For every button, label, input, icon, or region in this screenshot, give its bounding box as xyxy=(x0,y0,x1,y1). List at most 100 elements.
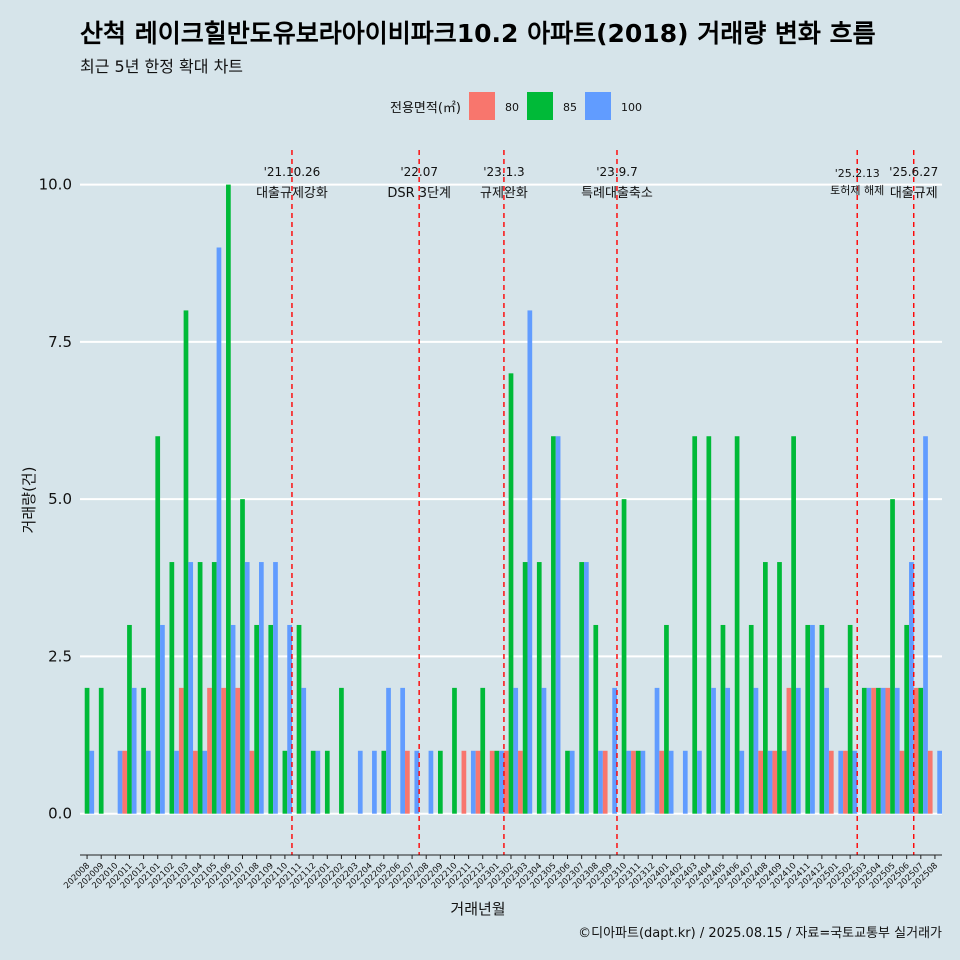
bar-80-202504 xyxy=(871,687,877,814)
bar-85-202111 xyxy=(296,624,302,814)
source-caption: ©디아파트(dapt.kr) / 2025.08.15 / 자료=국토교통부 실… xyxy=(578,926,942,941)
bar-85-202209 xyxy=(437,750,443,814)
bar-80-202302 xyxy=(503,750,509,814)
bar-85-202506 xyxy=(904,624,910,814)
bars xyxy=(84,184,942,814)
bar-85-202109 xyxy=(268,624,274,814)
bar-85-202305 xyxy=(551,436,556,814)
bar-100-202505 xyxy=(894,687,900,814)
bar-85-202411 xyxy=(805,624,811,814)
bar-100-202412 xyxy=(824,687,829,814)
bar-85-202404 xyxy=(706,436,712,814)
bar-100-202306 xyxy=(569,750,575,814)
bar-80-202401 xyxy=(659,750,665,814)
bar-80-202507 xyxy=(913,687,919,814)
bar-85-202409 xyxy=(777,562,782,814)
bar-100-202508 xyxy=(937,750,942,814)
bar-100-202308 xyxy=(598,750,603,814)
bar-100-202407 xyxy=(753,687,759,814)
event-label: 대출규제 xyxy=(890,186,938,201)
bar-100-202401 xyxy=(668,750,674,814)
bar-85-202212 xyxy=(480,687,486,814)
bar-85-202306 xyxy=(565,750,570,814)
chart-subtitle: 최근 5년 한정 확대 차트 xyxy=(80,57,244,76)
legend-label-80: 80 xyxy=(505,101,519,114)
chart-title: 산척 레이크힐반도유보라아이비파크10.2 아파트(2018) 거래량 변화 흐… xyxy=(80,19,876,48)
event-label: 대출규제강화 xyxy=(256,186,328,201)
bar-100-202408 xyxy=(767,750,773,814)
bar-85-202412 xyxy=(819,624,825,814)
bar-80-202011 xyxy=(122,750,128,814)
legend-swatch-85 xyxy=(527,92,553,120)
y-tick-label: 5.0 xyxy=(48,490,72,508)
legend-title: 전용면적(㎡) xyxy=(390,101,461,116)
bar-85-202302 xyxy=(508,373,514,814)
bar-80-202212 xyxy=(475,750,481,814)
bar-100-202208 xyxy=(428,750,434,814)
bar-100-202507 xyxy=(923,436,928,814)
bar-85-202102 xyxy=(169,562,175,814)
bar-100-202406 xyxy=(739,750,745,814)
bar-100-202211 xyxy=(470,750,476,814)
legend-label-85: 85 xyxy=(563,101,577,114)
bar-85-202008 xyxy=(84,687,90,814)
bar-100-202010 xyxy=(117,750,123,814)
bar-85-202303 xyxy=(522,562,528,814)
bar-85-202505 xyxy=(890,499,895,814)
event-label: 토허제 해제 xyxy=(830,183,884,197)
bar-100-202301 xyxy=(499,750,504,814)
bar-85-202502 xyxy=(847,624,853,814)
bar-85-202103 xyxy=(183,310,189,814)
event-date: '22.07 xyxy=(400,165,438,179)
bar-85-202101 xyxy=(155,436,161,814)
bar-100-202111 xyxy=(301,687,307,814)
bar-80-202309 xyxy=(602,750,608,814)
bar-100-202304 xyxy=(541,687,547,814)
bar-100-202307 xyxy=(584,562,589,814)
bar-80-202502 xyxy=(843,750,848,814)
bar-100-202102 xyxy=(174,750,179,814)
bar-80-202508 xyxy=(927,750,933,814)
bar-85-202110 xyxy=(282,750,288,814)
y-tick-label: 0.0 xyxy=(48,805,72,823)
bar-100-202506 xyxy=(909,562,914,814)
bar-85-202507 xyxy=(918,687,924,814)
bar-100-202011 xyxy=(131,687,137,814)
bar-100-202207 xyxy=(414,750,420,814)
bar-85-202201 xyxy=(324,750,330,814)
bar-100-202105 xyxy=(216,247,222,814)
bar-80-202409 xyxy=(772,750,778,814)
bar-85-202401 xyxy=(664,624,669,814)
bar-85-202403 xyxy=(692,436,698,814)
bar-80-202301 xyxy=(489,750,495,814)
bar-100-202502 xyxy=(852,750,858,814)
y-tick-label: 2.5 xyxy=(48,647,72,665)
bar-85-202104 xyxy=(197,562,203,814)
bar-80-202107 xyxy=(235,687,241,814)
y-axis-label: 거래량(건) xyxy=(20,467,38,534)
bar-100-202107 xyxy=(244,562,250,814)
bar-85-202012 xyxy=(141,687,146,814)
bar-80-202303 xyxy=(518,750,523,814)
bar-100-202103 xyxy=(188,562,194,814)
bar-100-202205 xyxy=(386,687,391,814)
event-date: '21.10.26 xyxy=(264,165,321,179)
bar-85-202407 xyxy=(748,624,754,814)
bar-100-202104 xyxy=(202,750,208,814)
bar-100-202206 xyxy=(400,687,406,814)
bar-100-202311 xyxy=(640,750,646,814)
event-label: 특례대출축소 xyxy=(581,186,653,201)
x-axis: 2020082020092020102020112020122021012021… xyxy=(62,854,942,891)
bar-85-202304 xyxy=(536,562,542,814)
bar-80-202505 xyxy=(885,687,891,814)
bar-80-202108 xyxy=(249,750,255,814)
x-axis-label: 거래년월 xyxy=(450,900,505,918)
legend: 전용면적(㎡) 80 85 100 xyxy=(390,92,642,120)
bar-80-202408 xyxy=(758,750,764,814)
event-date: '25.6.27 xyxy=(889,165,938,179)
event-date: '23.9.7 xyxy=(596,165,637,179)
bar-85-202311 xyxy=(635,750,641,814)
bar-85-202106 xyxy=(226,184,231,814)
bar-85-202107 xyxy=(240,499,245,814)
